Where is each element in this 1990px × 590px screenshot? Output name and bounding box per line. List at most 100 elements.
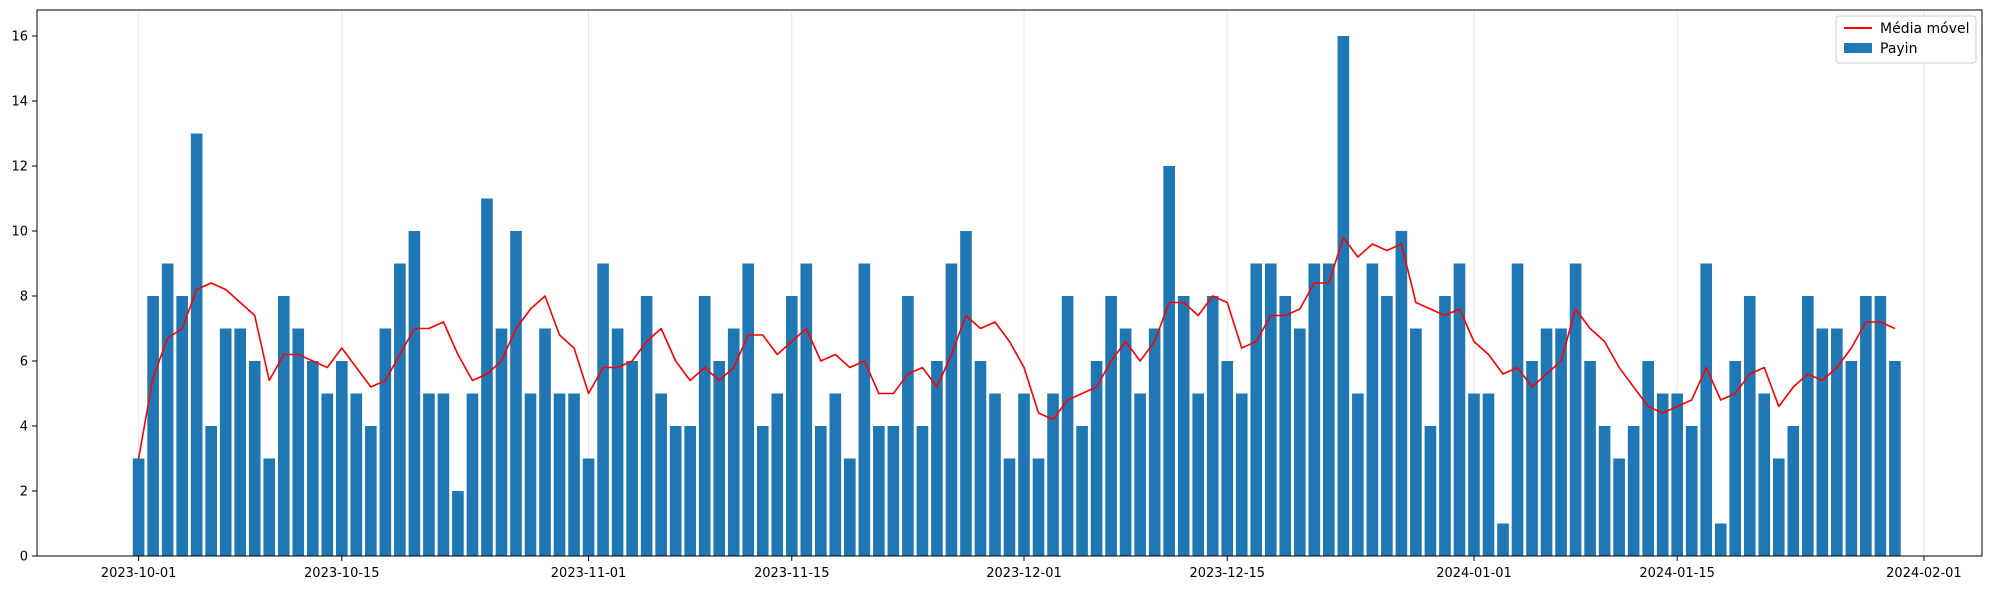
bar xyxy=(1802,296,1814,556)
x-tick-label: 2023-11-15 xyxy=(754,566,830,581)
legend-label-line: Média móvel xyxy=(1880,21,1970,37)
bar xyxy=(815,426,827,556)
bar xyxy=(1134,393,1146,556)
bar xyxy=(452,491,464,556)
bar xyxy=(510,231,522,556)
x-tick-label: 2024-02-01 xyxy=(1886,566,1962,581)
bar xyxy=(1700,263,1713,556)
bar xyxy=(132,458,145,556)
bar xyxy=(800,263,813,556)
x-tick-label: 2024-01-15 xyxy=(1639,566,1715,581)
bar xyxy=(989,393,1001,556)
bar xyxy=(611,328,624,556)
bar xyxy=(1395,231,1408,556)
bar xyxy=(960,231,972,556)
bar xyxy=(336,361,348,556)
bar xyxy=(1889,361,1901,556)
bar xyxy=(161,263,174,556)
bar xyxy=(1424,426,1437,556)
bar xyxy=(481,198,493,556)
bar xyxy=(1003,458,1016,556)
x-tick-label: 2024-01-01 xyxy=(1436,566,1512,581)
bar xyxy=(1047,393,1059,556)
bar xyxy=(248,361,261,556)
legend-swatch-bar xyxy=(1844,43,1872,53)
bar xyxy=(539,328,551,556)
bar xyxy=(379,328,392,556)
bar xyxy=(1743,296,1756,556)
bar xyxy=(1758,393,1771,556)
bar xyxy=(394,263,406,556)
bar xyxy=(1584,361,1596,556)
bar xyxy=(727,328,740,556)
bar xyxy=(1250,263,1263,556)
bar xyxy=(1293,328,1306,556)
y-tick-label: 10 xyxy=(11,225,28,240)
bar xyxy=(1061,296,1074,556)
bar xyxy=(1598,426,1611,556)
bar xyxy=(887,426,900,556)
bar xyxy=(1831,328,1843,556)
bar xyxy=(756,426,769,556)
y-tick-label: 6 xyxy=(20,355,28,370)
bar xyxy=(1439,296,1451,556)
bar xyxy=(713,361,726,556)
bar xyxy=(1337,36,1350,556)
bar xyxy=(1410,328,1422,556)
bar xyxy=(1221,361,1234,556)
line-series xyxy=(137,236,1896,459)
bar xyxy=(626,361,638,556)
bar xyxy=(1090,361,1103,556)
bar xyxy=(277,296,290,556)
bar xyxy=(858,263,871,556)
bar xyxy=(350,393,363,556)
bar xyxy=(931,361,943,556)
bar xyxy=(1482,393,1495,556)
bar xyxy=(1845,361,1858,556)
bar xyxy=(219,328,232,556)
x-tick-label: 2023-10-01 xyxy=(101,566,177,581)
bar xyxy=(1352,393,1364,556)
bar xyxy=(1279,296,1292,556)
bar xyxy=(365,426,377,556)
bar xyxy=(1555,328,1567,556)
y-tick-label: 12 xyxy=(11,160,28,175)
bar xyxy=(1613,458,1625,556)
bar xyxy=(292,328,305,556)
bar xyxy=(597,263,609,556)
bar xyxy=(306,361,319,556)
bar xyxy=(1018,393,1030,556)
bar xyxy=(1323,263,1335,556)
bar xyxy=(321,393,334,556)
bar xyxy=(1177,296,1190,556)
plot-frame xyxy=(36,9,1983,557)
bar xyxy=(1163,166,1175,556)
bar xyxy=(1685,426,1698,556)
bar xyxy=(1076,426,1088,556)
bar xyxy=(669,426,682,556)
bar xyxy=(785,296,798,556)
bar xyxy=(1119,328,1132,556)
bar xyxy=(829,393,842,556)
y-tick-label: 16 xyxy=(11,30,28,45)
bar xyxy=(1860,296,1872,556)
bar xyxy=(640,296,653,556)
bar xyxy=(1511,263,1524,556)
bar xyxy=(771,393,784,556)
bar xyxy=(1714,523,1727,556)
bar xyxy=(1816,328,1829,556)
bar xyxy=(1366,263,1379,556)
bar xyxy=(1381,296,1393,556)
bar xyxy=(1627,426,1640,556)
bar xyxy=(1308,263,1321,556)
bar xyxy=(1540,328,1553,556)
bar xyxy=(684,426,696,556)
bar xyxy=(1105,296,1117,556)
bar xyxy=(1787,426,1800,556)
y-tick-label: 4 xyxy=(20,420,28,435)
bar xyxy=(844,458,856,556)
bar xyxy=(655,393,667,556)
bar xyxy=(582,458,595,556)
legend: Média móvel Payin xyxy=(1835,15,1977,64)
